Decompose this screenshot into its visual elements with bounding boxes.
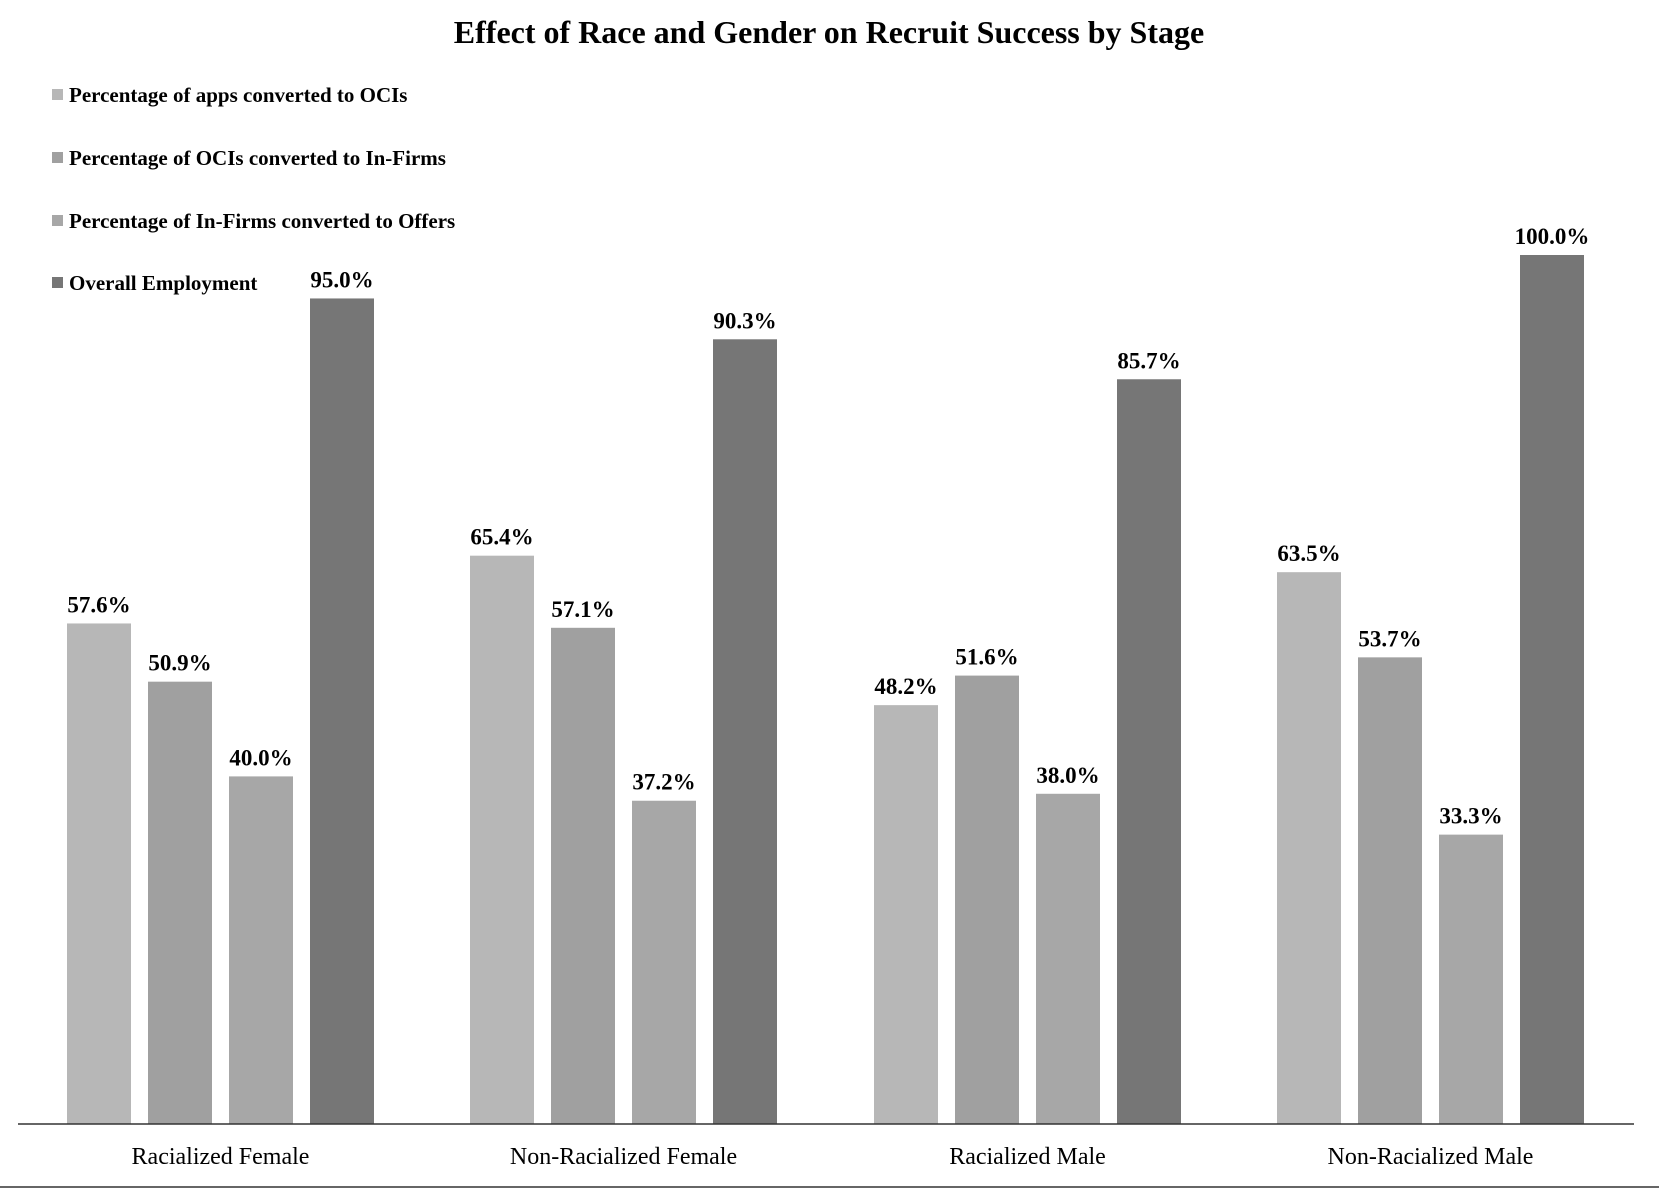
- legend-swatch-4: [52, 277, 63, 288]
- bars: [67, 255, 1584, 1125]
- data-label-3-3: 38.0%: [1036, 763, 1099, 788]
- bar-3-2: [955, 675, 1019, 1124]
- data-label-3-4: 85.7%: [1117, 348, 1180, 373]
- bar-1-2: [148, 681, 212, 1124]
- legend-swatch-2: [52, 152, 63, 163]
- data-label-4-1: 63.5%: [1277, 541, 1340, 566]
- bar-1-3: [229, 776, 293, 1124]
- data-labels: 57.6% 50.9% 40.0% 95.0% 65.4% 57.1% 37.2% 90.3%…: [67, 224, 1589, 829]
- data-label-4-4: 100.0%: [1515, 224, 1590, 249]
- data-label-2-2: 57.1%: [551, 597, 614, 622]
- category-label-4: Non-Racialized Male: [1328, 1144, 1534, 1170]
- chart-title: Effect of Race and Gender on Recruit Suc…: [454, 14, 1204, 50]
- legend-swatch-3: [52, 215, 63, 226]
- bar-1-4: [310, 298, 374, 1124]
- bar-3-1: [874, 705, 938, 1124]
- bar-4-4: [1520, 255, 1584, 1124]
- legend-label-2: Percentage of OCIs converted to In-Firms: [69, 146, 446, 170]
- bar-3-4: [1117, 379, 1181, 1125]
- legend-swatch-1: [52, 89, 63, 100]
- bar-2-3: [632, 800, 696, 1124]
- bar-4-1: [1277, 572, 1341, 1124]
- data-label-2-1: 65.4%: [470, 525, 533, 550]
- legend-label-3: Percentage of In-Firms converted to Offe…: [69, 209, 455, 233]
- legend: Percentage of apps converted to OCIs Perc…: [52, 83, 455, 295]
- category-label-2: Non-Racialized Female: [510, 1144, 737, 1170]
- data-label-3-2: 51.6%: [955, 645, 1018, 670]
- bar-3-3: [1036, 793, 1100, 1124]
- data-label-1-1: 57.6%: [67, 592, 130, 617]
- category-label-3: Racialized Male: [949, 1144, 1106, 1170]
- data-label-1-2: 50.9%: [148, 651, 211, 676]
- bar-2-2: [551, 627, 615, 1124]
- category-label-1: Racialized Female: [132, 1144, 310, 1170]
- bar-4-3: [1439, 834, 1503, 1124]
- bar-2-4: [713, 339, 777, 1125]
- data-label-1-4: 95.0%: [310, 267, 373, 292]
- bar-4-2: [1358, 657, 1422, 1124]
- legend-label-4: Overall Employment: [69, 271, 257, 295]
- data-label-3-1: 48.2%: [874, 674, 937, 699]
- bar-1-1: [67, 623, 131, 1124]
- data-label-4-3: 33.3%: [1439, 804, 1502, 829]
- data-label-1-3: 40.0%: [229, 745, 292, 770]
- data-label-2-4: 90.3%: [713, 308, 776, 333]
- legend-label-1: Percentage of apps converted to OCIs: [69, 83, 407, 107]
- category-labels: Racialized Female Non-Racialized Female Ra…: [132, 1144, 1534, 1170]
- data-label-2-3: 37.2%: [632, 770, 695, 795]
- bar-2-1: [470, 555, 534, 1124]
- data-label-4-2: 53.7%: [1358, 626, 1421, 651]
